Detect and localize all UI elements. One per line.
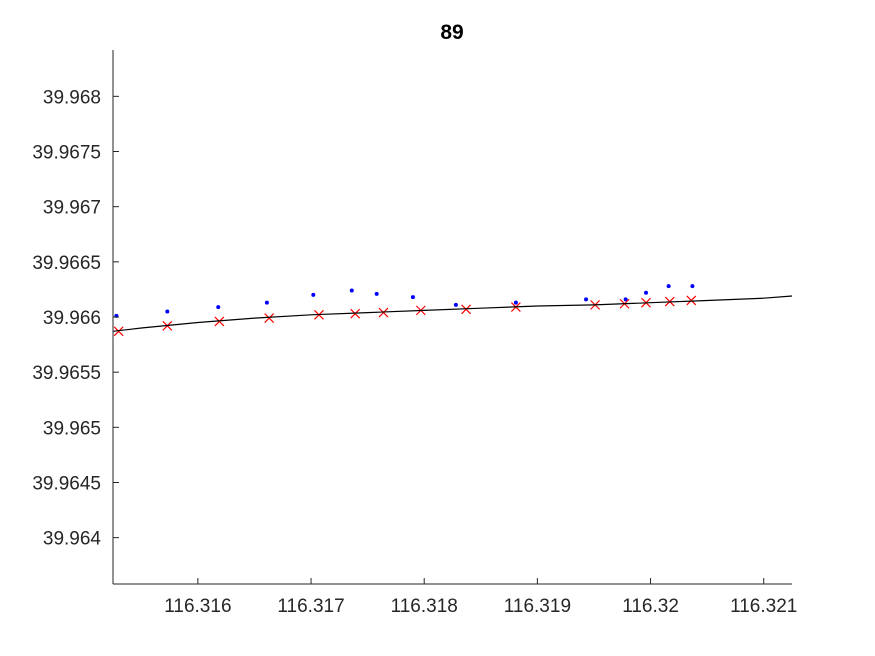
y-tick-label: 39.967 — [43, 198, 101, 219]
y-tick-label: 39.9645 — [32, 473, 101, 494]
blue-dot-point — [165, 309, 170, 314]
x-tick-label: 116.316 — [164, 596, 231, 617]
x-tick-label: 116.319 — [504, 596, 571, 617]
x-tick-label: 116.318 — [391, 596, 458, 617]
red-x-point — [378, 307, 389, 318]
y-tick-label: 39.9665 — [32, 253, 101, 274]
series-2 — [112, 295, 793, 332]
y-tick-label: 39.965 — [43, 418, 101, 439]
blue-dot-point — [584, 297, 589, 302]
blue-dot-point — [311, 292, 316, 297]
blue-dot-point — [410, 295, 415, 300]
x-tick-label: 116.321 — [730, 596, 797, 617]
y-axis-ticks: 39.964 39.9645 39.965 39.9655 39.966 39.9665 3… — [32, 87, 119, 550]
blue-dot-point — [453, 302, 458, 307]
blue-dot-point — [374, 291, 379, 296]
red-x-point — [113, 326, 124, 337]
blue-dot-point — [690, 284, 695, 289]
blue-dot-point — [349, 288, 354, 293]
x-axis-ticks: 116.316 116.317 116.318 116.319 116.32 116.32… — [164, 578, 797, 617]
y-tick-label: 39.968 — [43, 87, 101, 108]
y-tick-label: 39.9675 — [32, 143, 101, 164]
x-tick-label: 116.32 — [622, 596, 679, 617]
blue-dot-point — [264, 300, 269, 305]
x-tick-label: 116.317 — [277, 596, 344, 617]
fit-line — [112, 295, 793, 332]
blue-dot-point — [623, 297, 628, 302]
series-0 — [114, 284, 695, 318]
y-tick-label: 39.964 — [43, 529, 102, 550]
blue-dot-point — [513, 300, 518, 305]
blue-dot-point — [666, 284, 671, 289]
plot-area — [112, 284, 793, 337]
y-tick-label: 39.9655 — [32, 363, 101, 384]
red-x-point — [686, 295, 697, 306]
red-x-point — [264, 313, 275, 324]
chart-title: 89 — [440, 21, 463, 44]
blue-dot-point — [216, 305, 221, 310]
blue-dot-point — [644, 290, 649, 295]
red-x-point — [350, 308, 361, 319]
y-tick-label: 39.966 — [43, 308, 101, 329]
